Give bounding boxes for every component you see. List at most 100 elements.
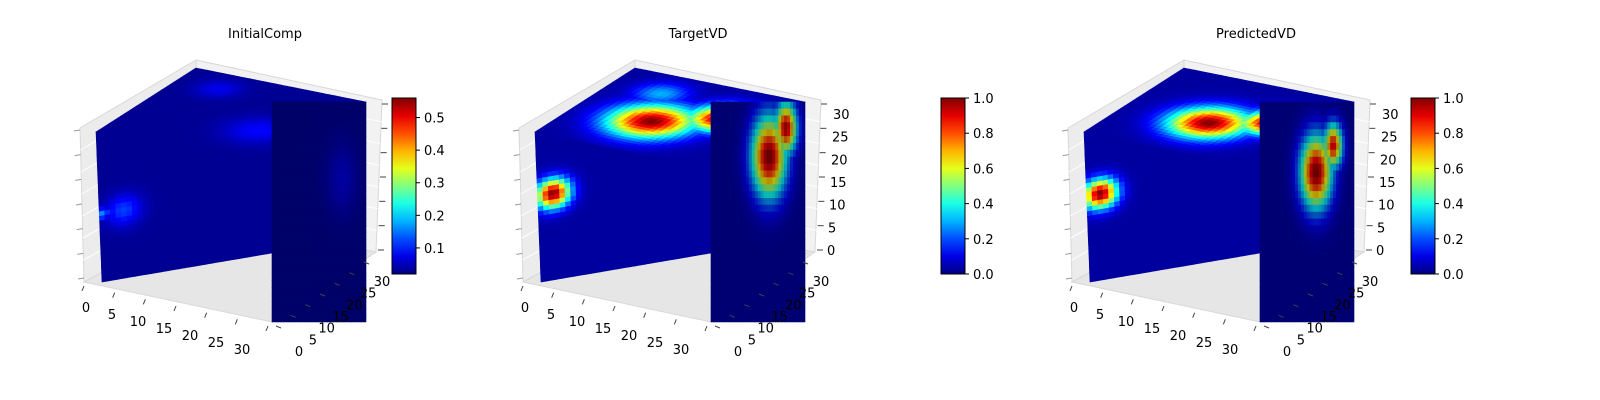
- voxel: [283, 101, 288, 110]
- voxel: [312, 149, 317, 158]
- voxel: [324, 143, 329, 151]
- voxel: [274, 280, 279, 288]
- voxel: [292, 191, 296, 199]
- voxel: [362, 122, 367, 130]
- voxel: [324, 122, 329, 130]
- voxel: [286, 273, 290, 282]
- voxel: [292, 239, 296, 247]
- voxel: [309, 301, 314, 309]
- voxel: [345, 122, 349, 130]
- voxel: [306, 294, 311, 302]
- voxel: [606, 264, 613, 272]
- voxel: [318, 184, 323, 192]
- voxel: [315, 259, 320, 268]
- voxel: [309, 129, 314, 137]
- voxel: [345, 129, 349, 137]
- voxel: [327, 163, 332, 172]
- voxel: [277, 287, 282, 295]
- voxel: [301, 287, 305, 295]
- voxel: [345, 198, 349, 206]
- voxel: [339, 253, 343, 261]
- voxel: [286, 266, 290, 275]
- voxel: [298, 163, 302, 172]
- voxel: [333, 129, 337, 137]
- voxel: [286, 156, 290, 165]
- voxel: [348, 225, 352, 233]
- voxel: [339, 246, 343, 254]
- voxel: [350, 177, 355, 185]
- voxel: [283, 239, 288, 247]
- voxel: [321, 191, 326, 199]
- voxel: [292, 280, 296, 288]
- voxel: [362, 177, 367, 185]
- voxel: [309, 204, 314, 213]
- voxel: [356, 156, 361, 165]
- voxel: [298, 184, 302, 192]
- voxel: [321, 218, 326, 227]
- voxel: [271, 122, 276, 130]
- voxel: [324, 156, 329, 165]
- voxel: [327, 156, 332, 165]
- voxel: [655, 256, 663, 263]
- voxel: [277, 198, 282, 206]
- voxel: [298, 143, 302, 151]
- voxel: [289, 170, 293, 178]
- voxel: [345, 239, 349, 247]
- voxel: [362, 136, 367, 144]
- voxel: [283, 115, 288, 123]
- voxel: [289, 266, 293, 275]
- voxel: [286, 204, 290, 213]
- voxel: [289, 232, 293, 240]
- voxel: [277, 246, 282, 254]
- voxel: [345, 204, 349, 213]
- voxel: [359, 129, 364, 137]
- voxel: [277, 136, 282, 144]
- voxel: [295, 253, 299, 261]
- voxel: [350, 156, 355, 165]
- voxel: [330, 266, 335, 275]
- voxel: [339, 280, 343, 288]
- left-tick-mark: [77, 252, 84, 255]
- voxel: [301, 170, 305, 178]
- voxel: [339, 191, 343, 199]
- voxel: [301, 136, 305, 144]
- voxel: [330, 287, 335, 295]
- voxel: [295, 101, 299, 110]
- voxel: [321, 253, 326, 261]
- voxel: [309, 184, 314, 192]
- voxel: [306, 307, 311, 316]
- voxel: [333, 301, 337, 309]
- voxel: [336, 143, 340, 151]
- voxel: [324, 232, 329, 240]
- voxel: [318, 307, 323, 316]
- voxel: [327, 108, 332, 117]
- voxel: [277, 191, 282, 199]
- voxel: [342, 301, 346, 309]
- voxel: [283, 273, 288, 282]
- voxel: [330, 177, 335, 185]
- voxel: [301, 204, 305, 213]
- voxel: [283, 218, 288, 227]
- voxel: [348, 115, 352, 123]
- voxel: [286, 149, 290, 158]
- voxel: [309, 101, 314, 110]
- voxel: [112, 274, 119, 281]
- voxel: [315, 218, 320, 227]
- voxel: [303, 198, 308, 206]
- voxel: [128, 271, 136, 278]
- voxel: [339, 136, 343, 144]
- voxel: [353, 232, 358, 240]
- voxel: [283, 156, 288, 165]
- voxel: [280, 280, 285, 288]
- voxel: [274, 314, 279, 323]
- voxel: [295, 177, 299, 185]
- voxel: [306, 239, 311, 247]
- voxel: [312, 273, 317, 282]
- voxel: [312, 246, 317, 254]
- voxel: [301, 101, 305, 110]
- voxel: [286, 184, 290, 192]
- voxel: [356, 101, 361, 110]
- voxel: [342, 170, 346, 178]
- voxel: [333, 108, 337, 117]
- voxel: [345, 156, 349, 165]
